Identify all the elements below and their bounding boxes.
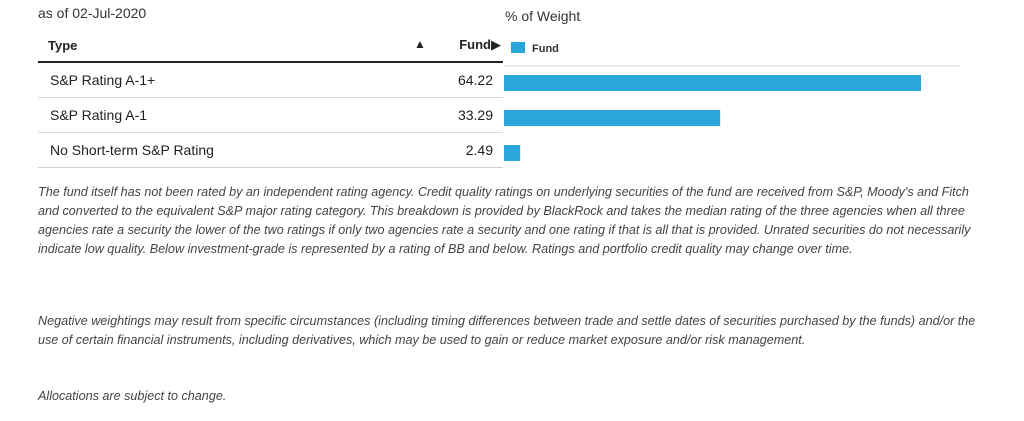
row-value: 2.49 — [465, 142, 493, 158]
bar-chart-svg — [504, 65, 960, 161]
row-label: S&P Rating A-1 — [50, 107, 148, 123]
row-label: S&P Rating A-1+ — [50, 72, 156, 88]
column-header-type[interactable]: Type — [48, 38, 78, 53]
credit-rating-note: The fund itself has not been rated by an… — [38, 185, 971, 256]
as-of-date: as of 02-Jul-2020 — [38, 5, 147, 21]
table-row: No Short-term S&P Rating 2.49 — [38, 133, 503, 168]
column-header-fund[interactable]: Fund▶ — [459, 37, 501, 52]
sort-arrow-icon[interactable]: ▲ — [414, 37, 426, 51]
bar[interactable] — [504, 110, 721, 126]
holdings-table: Type ▲ Fund▶ S&P Rating A-1+ 64.22 S&P Rat… — [38, 31, 503, 168]
table-row: S&P Rating A-1 33.29 — [38, 98, 503, 133]
row-value: 64.22 — [457, 72, 493, 88]
legend-swatch — [511, 42, 525, 53]
legend-label: Fund — [532, 43, 559, 55]
bar[interactable] — [504, 75, 921, 91]
table-row: S&P Rating A-1+ 64.22 — [38, 63, 503, 98]
allocations-note: Allocations are subject to change. — [38, 389, 227, 403]
bar[interactable] — [504, 145, 521, 161]
table-header: Type ▲ Fund▶ — [38, 31, 503, 63]
chart-legend: Fund — [511, 42, 559, 55]
table-body: S&P Rating A-1+ 64.22 S&P Rating A-1 33.29 N… — [38, 63, 503, 168]
chart-title: % of Weight — [505, 8, 581, 24]
negative-weightings-note: Negative weightings may result from spec… — [38, 314, 976, 347]
row-value: 33.29 — [457, 107, 493, 123]
bar-chart — [504, 63, 964, 167]
row-label: No Short-term S&P Rating — [50, 142, 214, 158]
